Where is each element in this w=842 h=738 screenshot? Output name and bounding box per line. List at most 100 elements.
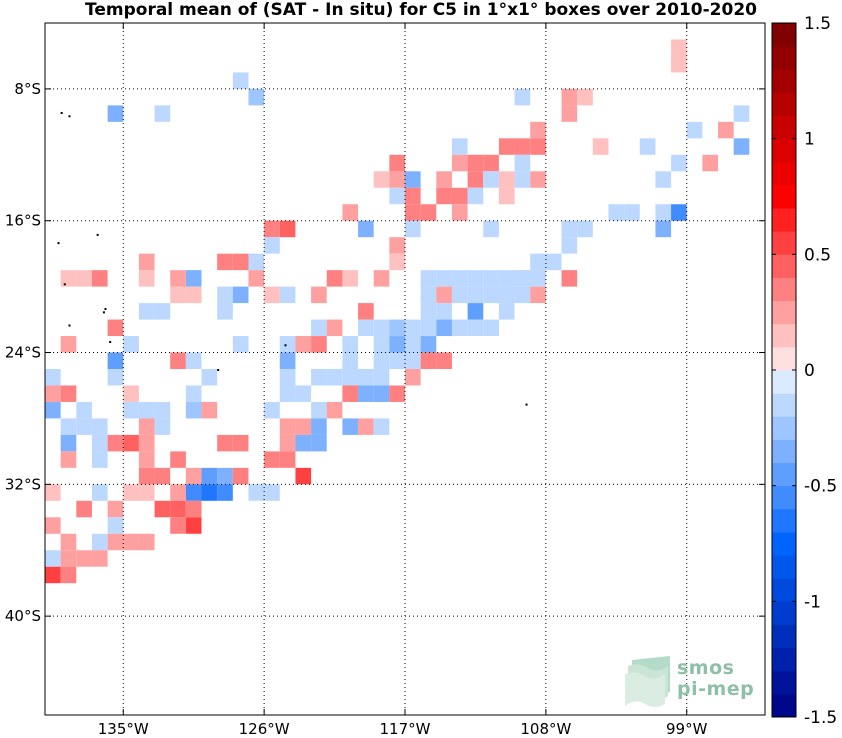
heatmap-cell	[405, 319, 421, 337]
heatmap-cell	[358, 220, 374, 238]
heatmap-cell	[45, 401, 61, 419]
heatmap-cell	[420, 319, 437, 337]
heatmap-cell	[264, 401, 280, 419]
heatmap-cell	[248, 88, 265, 106]
heatmap-cell	[311, 401, 327, 419]
colorbar-tick-label: 0.5	[804, 245, 831, 265]
heatmap-cell	[389, 237, 405, 254]
heatmap-cell	[170, 500, 186, 518]
island-marker	[68, 324, 71, 327]
island-marker	[57, 242, 60, 245]
heatmap-cell	[389, 385, 405, 402]
heatmap-cell	[217, 484, 233, 501]
heatmap-cell	[185, 401, 202, 419]
heatmap-cell	[483, 154, 499, 172]
heatmap-cell	[76, 401, 92, 419]
colorbar-segment	[772, 670, 796, 695]
heatmap-cell	[405, 220, 421, 238]
heatmap-cell	[389, 154, 405, 172]
heatmap-cell	[170, 451, 186, 468]
heatmap-cell	[436, 187, 452, 205]
heatmap-cell	[373, 270, 390, 287]
heatmap-cell	[91, 533, 108, 551]
x-tick-label: 126°W	[239, 720, 290, 738]
heatmap-cell	[483, 220, 499, 238]
heatmap-cell	[60, 270, 77, 287]
colorbar-tick-label: -1.5	[804, 708, 837, 728]
colorbar-segment	[772, 254, 796, 278]
y-tick-label: 32°S	[5, 475, 41, 493]
heatmap-cell	[123, 484, 139, 501]
grid-lines	[45, 23, 765, 715]
heatmap-cell	[60, 434, 77, 452]
heatmap-cell	[498, 171, 515, 188]
heatmap-cell	[451, 286, 468, 304]
heatmap-cell	[483, 319, 499, 337]
heatmap-cell	[279, 336, 296, 353]
heatmap-cell	[686, 121, 703, 139]
heatmap-cell	[311, 418, 327, 435]
heatmap-cell	[138, 467, 155, 485]
colorbar-segment	[772, 578, 796, 602]
heatmap-cell	[264, 451, 280, 468]
heatmap-cell	[185, 352, 202, 369]
heatmap-cell	[91, 550, 108, 567]
heatmap-cell	[467, 303, 484, 320]
island-marker	[104, 308, 107, 311]
heatmap-cell	[123, 336, 139, 353]
x-tick-label: 108°W	[520, 720, 571, 738]
y-tick-label: 40°S	[5, 607, 41, 625]
heatmap-cell	[45, 385, 61, 402]
heatmap-cell	[76, 270, 92, 287]
heatmap-cell	[467, 154, 484, 172]
heatmap-cell	[467, 187, 484, 205]
heatmap-cell	[420, 286, 437, 304]
heatmap-cell	[671, 39, 687, 56]
heatmap-cell	[185, 517, 202, 534]
heatmap-cell	[436, 270, 452, 287]
heatmap-cells	[45, 39, 750, 584]
heatmap-cell	[60, 336, 77, 353]
colorbar-segment	[772, 323, 796, 348]
heatmap-cell	[389, 336, 405, 353]
heatmap-cell	[311, 434, 327, 452]
heatmap-cell	[311, 319, 327, 337]
heatmap-cell	[498, 286, 515, 304]
heatmap-cell	[671, 204, 687, 221]
heatmap-cell	[358, 369, 374, 386]
heatmap-cell	[232, 467, 249, 485]
y-tick-label: 16°S	[5, 212, 41, 230]
heatmap-cell	[592, 138, 609, 155]
heatmap-cell	[655, 220, 672, 238]
wave-stack-icon	[625, 656, 670, 707]
heatmap-cell	[91, 451, 108, 468]
heatmap-cell	[420, 204, 437, 221]
island-marker	[102, 311, 105, 314]
colorbar-segment	[772, 300, 796, 325]
island-marker	[525, 403, 528, 406]
island-marker	[109, 340, 112, 343]
heatmap-cell	[170, 286, 186, 304]
heatmap-cell	[358, 385, 374, 402]
colorbar-segment	[772, 370, 796, 394]
heatmap-cell	[217, 253, 233, 271]
heatmap-cell	[451, 138, 468, 155]
heatmap-cell	[389, 319, 405, 337]
heatmap-cell	[733, 138, 750, 155]
heatmap-cell	[76, 550, 92, 567]
colorbar-segment	[772, 555, 796, 579]
heatmap-cell	[248, 270, 265, 287]
heatmap-cell	[561, 220, 578, 238]
heatmap-cell	[718, 121, 734, 139]
heatmap-cell	[326, 369, 343, 386]
heatmap-cell	[91, 270, 108, 287]
heatmap-cell	[405, 369, 421, 386]
x-tick-label: 117°W	[380, 720, 431, 738]
heatmap-cell	[639, 138, 656, 155]
heatmap-cell	[342, 369, 359, 386]
heatmap-cell	[185, 385, 202, 402]
heatmap-cell	[138, 451, 155, 468]
heatmap-cell	[358, 418, 374, 435]
island-marker	[284, 344, 287, 347]
colorbar-segment	[772, 69, 796, 93]
